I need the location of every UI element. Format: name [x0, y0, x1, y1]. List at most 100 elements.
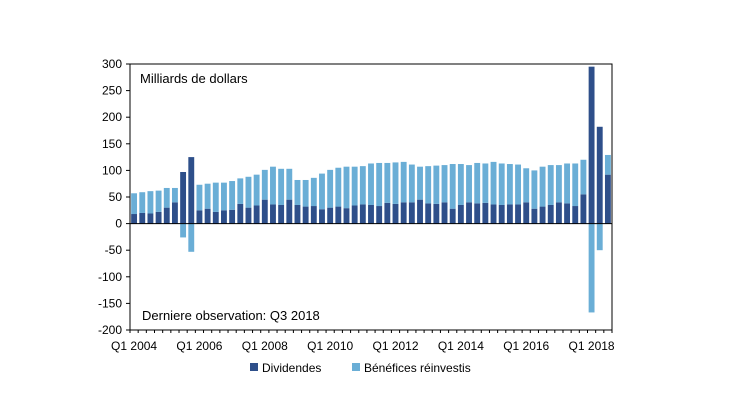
bar-dividendes [498, 204, 505, 224]
bar-benefices-reinvestis [139, 192, 146, 213]
bar-benefices-reinvestis [392, 162, 399, 204]
bar-benefices-reinvestis [498, 163, 505, 205]
bar-benefices-reinvestis [474, 162, 481, 204]
legend-swatch-benefices-reinvestis [352, 363, 360, 371]
legend-swatch-dividendes [250, 363, 258, 371]
bar-dividendes [392, 203, 399, 224]
bar-dividendes [490, 204, 497, 224]
bar-dividendes [147, 213, 154, 224]
bar-benefices-reinvestis [196, 184, 203, 211]
bar-dividendes [417, 199, 423, 224]
bar-dividendes [310, 206, 317, 224]
bar-benefices-reinvestis [343, 166, 350, 209]
legend-label-benefices-reinvestis: Bénéfices réinvestis [364, 361, 471, 375]
bar-benefices-reinvestis [261, 169, 268, 200]
y-tick-label: 200 [102, 110, 122, 124]
bar-benefices-reinvestis [294, 179, 301, 205]
bar-dividendes [180, 172, 187, 224]
bar-dividendes [580, 194, 587, 224]
y-tick-label: 0 [115, 217, 122, 231]
bar-benefices-reinvestis [604, 154, 611, 175]
bar-dividendes [547, 204, 554, 224]
bar-dividendes [270, 204, 276, 224]
bar-benefices-reinvestis [596, 223, 603, 251]
bar-benefices-reinvestis [221, 182, 227, 211]
bar-dividendes [335, 206, 342, 224]
legend-label-dividendes: Dividendes [262, 361, 321, 375]
bar-benefices-reinvestis [482, 163, 489, 203]
bar-benefices-reinvestis [319, 173, 325, 210]
y-axis-ticks: -200 -150 -100 -50 0 50 100 150 200 250 300 [98, 57, 130, 337]
bar-dividendes [245, 207, 252, 224]
y-tick-label: 150 [102, 137, 122, 151]
bar-dividendes [482, 202, 489, 224]
bar-benefices-reinvestis [359, 166, 366, 205]
bar-benefices-reinvestis [368, 163, 374, 205]
bar-benefices-reinvestis [506, 164, 513, 205]
bar-benefices-reinvestis [564, 163, 571, 204]
bar-dividendes [196, 210, 203, 224]
bar-dividendes [425, 203, 432, 224]
bar-benefices-reinvestis [212, 182, 219, 212]
y-tick-label: -100 [98, 270, 122, 284]
bar-dividendes [171, 202, 178, 224]
bar-benefices-reinvestis [163, 187, 170, 208]
bar-dividendes [408, 202, 415, 224]
bar-dividendes [343, 208, 350, 224]
y-tick-label: 250 [102, 84, 122, 98]
bar-dividendes [539, 206, 546, 224]
bar-benefices-reinvestis [555, 165, 562, 203]
bar-dividendes [327, 207, 334, 224]
x-tick-label: Q1 2008 [242, 339, 288, 353]
y-tick-label: -150 [98, 296, 122, 310]
x-tick-label: Q1 2014 [438, 339, 484, 353]
bar-dividendes [531, 208, 538, 224]
bar-dividendes [131, 214, 138, 224]
bar-benefices-reinvestis [155, 190, 162, 212]
bar-dividendes [466, 202, 472, 224]
bar-benefices-reinvestis [441, 165, 448, 203]
bar-dividendes [204, 208, 211, 224]
bars-layer [131, 66, 611, 313]
bar-benefices-reinvestis [327, 169, 334, 208]
bar-dividendes [139, 212, 146, 224]
bar-dividendes [555, 202, 562, 224]
bar-benefices-reinvestis [351, 166, 358, 206]
bar-dividendes [253, 205, 260, 224]
bar-dividendes [212, 211, 219, 224]
bar-dividendes [359, 204, 366, 224]
x-tick-label: Q1 2010 [307, 339, 353, 353]
bar-dividendes [523, 202, 530, 224]
bar-dividendes [351, 205, 358, 224]
bar-dividendes [449, 208, 456, 224]
bar-dividendes [515, 204, 521, 224]
bar-benefices-reinvestis [229, 181, 236, 210]
bar-benefices-reinvestis [425, 166, 432, 204]
bar-dividendes [294, 204, 301, 224]
bar-dividendes [572, 206, 579, 224]
bar-benefices-reinvestis [278, 168, 285, 205]
bar-benefices-reinvestis [204, 183, 211, 209]
y-tick-label: 100 [102, 163, 122, 177]
bar-dividendes [596, 126, 603, 224]
bar-benefices-reinvestis [188, 223, 195, 252]
x-tick-label: Q1 2012 [372, 339, 418, 353]
bar-benefices-reinvestis [147, 191, 154, 214]
bar-benefices-reinvestis [515, 164, 521, 205]
y-tick-label: 50 [109, 190, 123, 204]
bar-benefices-reinvestis [588, 223, 595, 313]
bar-dividendes [506, 204, 513, 224]
bar-benefices-reinvestis [531, 170, 538, 209]
bar-benefices-reinvestis [335, 167, 342, 207]
note-label: Derniere observation: Q3 2018 [142, 308, 320, 323]
bar-benefices-reinvestis [547, 165, 554, 205]
bar-dividendes [163, 207, 170, 224]
bar-benefices-reinvestis [572, 163, 579, 207]
bar-benefices-reinvestis [449, 164, 456, 209]
bar-dividendes [433, 203, 440, 224]
bar-dividendes [302, 206, 309, 224]
bar-benefices-reinvestis [286, 168, 293, 200]
legend: Dividendes Bénéfices réinvestis [250, 361, 471, 375]
bar-benefices-reinvestis [408, 164, 415, 203]
